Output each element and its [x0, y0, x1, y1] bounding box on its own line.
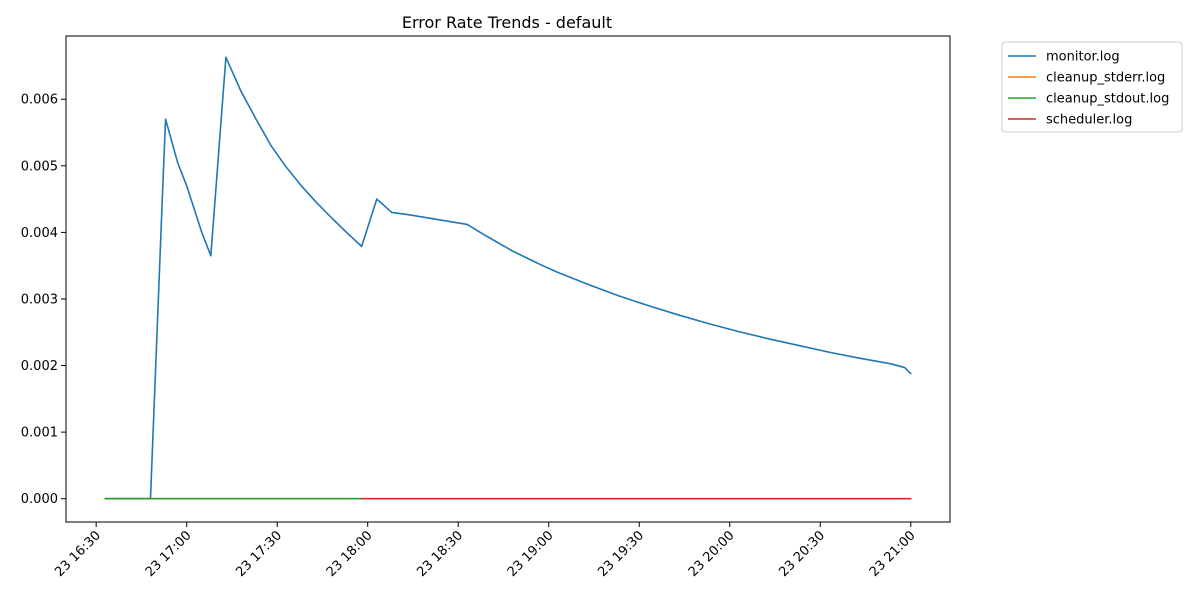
x-tick-label: 23 19:00: [505, 528, 557, 580]
x-tick-label: 23 19:30: [595, 528, 647, 580]
x-tick-label: 23 18:00: [324, 528, 376, 580]
y-tick-label: 0.001: [21, 426, 58, 441]
plot-area: [104, 56, 912, 500]
legend-label: scheduler.log: [1046, 113, 1132, 128]
x-tick-label: 23 20:30: [776, 528, 828, 580]
x-tick-label: 23 20:00: [686, 528, 738, 580]
legend-label: monitor.log: [1046, 50, 1120, 65]
legend: monitor.log cleanup_stderr.log cleanup_std…: [1001, 41, 1183, 133]
x-tick-label: 23 21:00: [867, 528, 919, 580]
y-tick-label: 0.002: [21, 359, 58, 374]
x-tick-label: 23 17:00: [143, 528, 195, 580]
y-tick-label: 0.006: [21, 93, 58, 108]
y-tick-label: 0.004: [21, 226, 58, 241]
y-tick-label: 0.000: [21, 492, 58, 507]
series-line-monitor-log: [104, 56, 912, 500]
legend-box: [1001, 41, 1183, 133]
x-tick-label: 23 18:30: [414, 528, 466, 580]
y-axis: 0.000 0.001 0.002 0.003 0.004 0.005 0.006: [21, 93, 66, 507]
y-tick-label: 0.003: [21, 292, 58, 307]
x-axis: 23 16:30 23 17:00 23 17:30 23 18:00 23 18:30…: [52, 522, 919, 580]
x-tick-label: 23 16:30: [52, 528, 104, 580]
x-tick-label: 23 17:30: [233, 528, 285, 580]
y-tick-label: 0.005: [21, 159, 58, 174]
chart-title: Error Rate Trends - default: [402, 13, 612, 32]
legend-label: cleanup_stderr.log: [1046, 71, 1165, 86]
legend-label: cleanup_stdout.log: [1046, 92, 1169, 107]
axes-frame: [65, 35, 951, 523]
